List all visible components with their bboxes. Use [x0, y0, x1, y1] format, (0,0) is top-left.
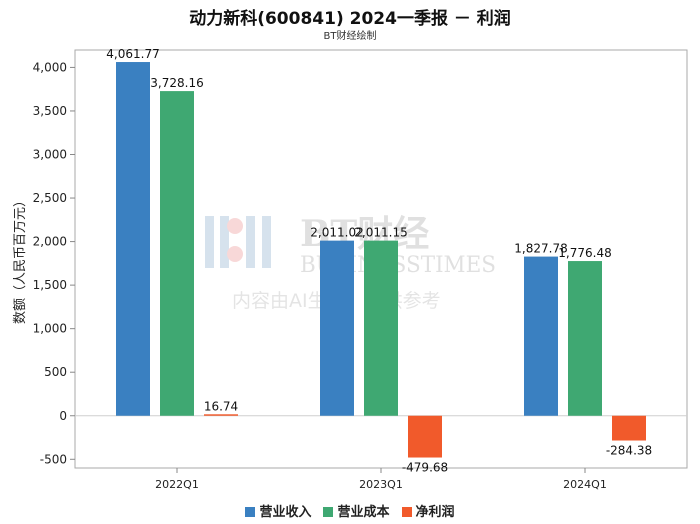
legend-swatch — [323, 507, 334, 517]
legend-label: 营业收入 — [259, 505, 312, 520]
y-tick-label: 500 — [44, 365, 67, 379]
bar-data-label: 3,728.16 — [150, 76, 203, 90]
legend-label: 净利润 — [415, 505, 455, 520]
bar-data-label: 16.74 — [204, 399, 238, 413]
y-tick-label: -500 — [40, 452, 67, 466]
watermark-logo-bar — [220, 216, 229, 268]
legend-label: 营业成本 — [337, 505, 390, 520]
bar-data-label: 1,776.48 — [558, 246, 611, 260]
watermark-logo-dot — [227, 246, 243, 262]
bar-data-label: -479.68 — [402, 461, 448, 475]
y-tick-label: 1,500 — [33, 278, 67, 292]
y-axis: -500 0 500 1,000 1,500 2,000 2,500 3,000 3,500 4,… — [33, 60, 75, 466]
watermark-logo-bar — [205, 216, 214, 268]
x-axis: 2022Q1 2023Q1 2024Q1 — [155, 468, 607, 491]
y-tick-label: 0 — [59, 409, 67, 423]
legend: 营业收入 营业成本 净利润 — [0, 501, 700, 520]
x-tick-label: 2022Q1 — [155, 478, 199, 491]
x-tick-label: 2024Q1 — [563, 478, 607, 491]
bar — [116, 62, 150, 416]
bar — [204, 414, 238, 416]
bar — [160, 91, 194, 416]
bar — [408, 415, 442, 458]
bar — [320, 240, 354, 416]
bar-data-label: -284.38 — [606, 444, 652, 458]
bar-labels: 4,061.77 3,728.16 16.74 2,011.022,011.15 -47… — [106, 47, 652, 474]
y-tick-label: 2,500 — [33, 191, 67, 205]
y-tick-label: 4,000 — [33, 60, 67, 74]
legend-item: 营业成本 — [323, 501, 390, 520]
x-tick-label: 2023Q1 — [359, 478, 403, 491]
legend-item: 净利润 — [401, 501, 455, 520]
watermark-logo-bar — [246, 216, 255, 268]
bar-data-label: 2,011.15 — [354, 226, 407, 240]
bar-data-label: 1,827.78 — [514, 242, 567, 256]
bar — [568, 261, 602, 416]
y-tick-label: 3,000 — [33, 148, 67, 162]
y-tick-label: 3,500 — [33, 104, 67, 118]
bars — [116, 62, 646, 458]
legend-swatch — [245, 507, 256, 517]
chart-subtitle: BT财经绘制 — [323, 31, 377, 42]
chart-title: 动力新科(600841) 2024一季报 － 利润 — [189, 9, 511, 29]
legend-swatch — [401, 507, 412, 517]
bar — [612, 415, 646, 441]
bar — [524, 256, 558, 416]
bar-data-label: 2,011.02 — [310, 226, 363, 240]
watermark-logo-bar — [262, 216, 271, 268]
legend-item: 营业收入 — [245, 501, 311, 520]
y-axis-label: 数额（人民币百万元） — [13, 194, 28, 324]
y-tick-label: 1,000 — [33, 322, 67, 336]
bar — [364, 240, 398, 416]
bar-data-label: 4,061.77 — [106, 47, 159, 61]
y-tick-label: 2,000 — [33, 235, 67, 249]
watermark-logo-dot — [227, 218, 243, 234]
